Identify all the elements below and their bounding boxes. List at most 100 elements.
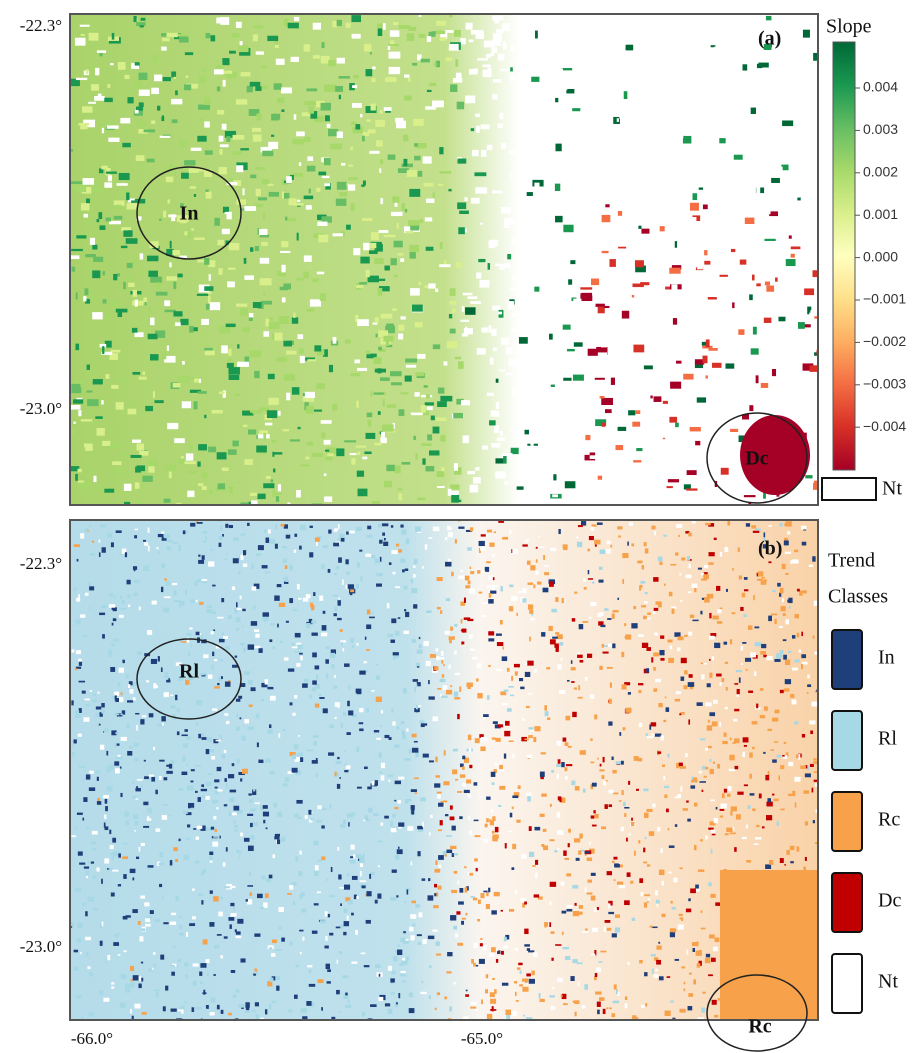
map-pixel — [679, 1009, 685, 1013]
legend-swatch — [832, 792, 862, 851]
map-pixel — [608, 912, 614, 914]
map-pixel — [136, 786, 138, 788]
map-pixel — [727, 386, 738, 390]
map-pixel — [703, 387, 712, 391]
map-pixel — [511, 676, 513, 681]
map-pixel — [171, 913, 176, 915]
map-pixel — [591, 896, 596, 901]
map-pixel — [366, 820, 370, 822]
map-pixel — [762, 577, 765, 579]
map-pixel — [691, 217, 696, 222]
map-pixel — [466, 990, 468, 992]
map-pixel — [674, 56, 678, 58]
map-pixel — [701, 663, 703, 665]
map-pixel — [738, 329, 744, 335]
map-pixel — [562, 416, 570, 419]
map-pixel — [237, 919, 243, 924]
map-pixel — [742, 837, 747, 839]
map-pixel — [368, 420, 372, 427]
map-pixel — [236, 99, 247, 104]
map-pixel — [465, 585, 470, 588]
map-pixel — [746, 825, 748, 829]
map-pixel — [514, 981, 517, 983]
map-pixel — [211, 998, 215, 1003]
map-pixel — [145, 302, 147, 305]
map-pixel — [457, 943, 463, 946]
map-pixel — [377, 894, 381, 899]
map-pixel — [588, 114, 598, 117]
map-pixel — [766, 802, 772, 807]
map-pixel — [422, 458, 425, 464]
map-pixel — [79, 766, 85, 768]
map-pixel — [762, 229, 770, 237]
map-pixel — [492, 190, 503, 193]
map-pixel — [404, 758, 410, 760]
map-pixel — [293, 173, 303, 177]
map-pixel — [294, 550, 296, 553]
map-pixel — [382, 533, 385, 536]
map-pixel — [102, 315, 111, 320]
map-pixel — [154, 75, 162, 82]
map-pixel — [376, 675, 380, 679]
map-pixel — [281, 837, 285, 842]
map-pixel — [489, 420, 496, 425]
map-pixel — [787, 531, 790, 534]
map-pixel — [299, 930, 303, 932]
map-pixel — [668, 95, 672, 98]
map-pixel — [576, 858, 580, 861]
map-pixel — [734, 709, 739, 711]
map-pixel — [697, 702, 703, 706]
map-pixel — [400, 392, 408, 394]
map-pixel — [127, 276, 133, 280]
map-pixel — [601, 826, 606, 829]
map-pixel — [340, 629, 343, 632]
map-pixel — [245, 1002, 249, 1007]
map-pixel — [269, 639, 272, 642]
map-pixel — [542, 54, 546, 58]
map-pixel — [639, 960, 643, 963]
map-pixel — [321, 432, 325, 438]
map-pixel — [103, 998, 109, 1002]
map-pixel — [272, 940, 277, 944]
map-pixel — [578, 479, 584, 485]
map-pixel — [697, 397, 706, 402]
map-pixel — [563, 947, 569, 949]
map-pixel — [215, 829, 217, 832]
map-pixel — [339, 192, 347, 197]
map-pixel — [235, 656, 238, 658]
map-pixel — [242, 736, 246, 741]
map-pixel — [316, 383, 325, 389]
map-pixel — [334, 529, 337, 532]
map-pixel — [443, 664, 445, 666]
map-pixel — [321, 564, 324, 569]
map-pixel — [339, 534, 341, 538]
map-pixel — [525, 430, 529, 435]
map-pixel — [370, 243, 376, 248]
map-pixel — [88, 861, 91, 864]
map-pixel — [116, 479, 119, 484]
map-pixel — [594, 907, 597, 911]
map-pixel — [439, 657, 444, 660]
map-pixel — [533, 327, 540, 331]
map-pixel — [242, 188, 244, 195]
map-pixel — [438, 388, 444, 394]
map-pixel — [470, 648, 475, 650]
map-pixel — [584, 16, 591, 23]
map-pixel — [744, 589, 748, 591]
map-pixel — [205, 351, 215, 356]
map-pixel — [599, 567, 602, 570]
map-pixel — [583, 410, 594, 417]
map-pixel — [90, 553, 95, 555]
map-pixel — [313, 841, 318, 845]
map-pixel — [298, 598, 302, 600]
map-pixel — [393, 652, 399, 655]
map-pixel — [219, 543, 222, 547]
map-pixel — [715, 937, 720, 942]
map-pixel — [692, 521, 696, 523]
map-pixel — [141, 978, 143, 982]
map-pixel — [265, 893, 269, 897]
map-pixel — [653, 611, 656, 614]
map-pixel — [544, 302, 551, 304]
map-pixel — [112, 870, 118, 872]
map-pixel — [576, 77, 579, 85]
